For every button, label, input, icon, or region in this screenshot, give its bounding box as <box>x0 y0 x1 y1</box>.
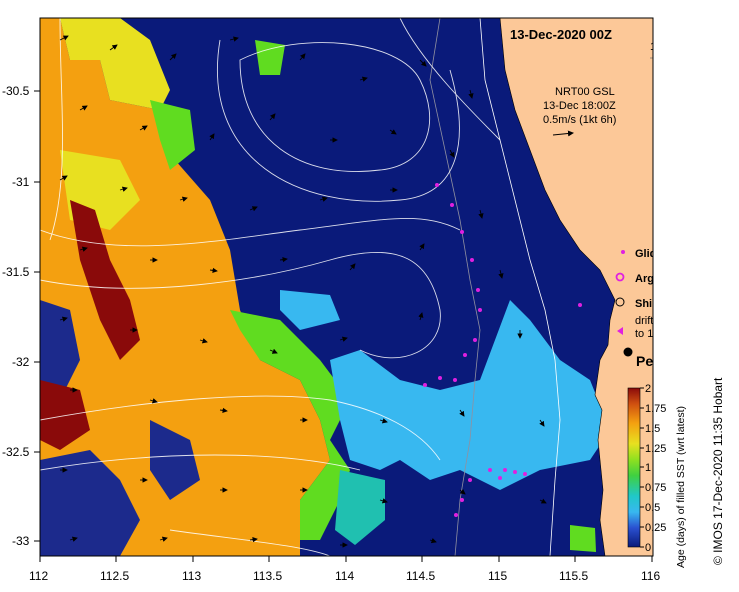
legend-drifters-line2: to 13/12 12Z <box>635 328 697 340</box>
cb-tick-2: 2 <box>645 383 651 395</box>
map-panel: Perth 13-Dec-2020 00Z 200m 1000m NRT00 G… <box>40 18 697 556</box>
colorbar-label: Age (days) of filled SST (wrt latest) <box>675 406 687 568</box>
sst-age-green-north <box>150 100 195 170</box>
sst-age-blue-west-2 <box>40 450 140 556</box>
land-australia <box>499 18 653 556</box>
y-tick--30.5: -30.5 <box>2 84 30 98</box>
cb-tick-1.5: 1.5 <box>645 423 660 435</box>
x-axis: 112 112.5 113 113.5 114 114.5 115 115.5 … <box>29 556 660 583</box>
current-source: NRT00 GSL <box>555 86 615 98</box>
legend-ship-label: Ship <box>635 298 659 310</box>
x-tick-116: 116 <box>641 569 660 583</box>
colorbar: 2 1.75 1.5 1.25 1 0.75 0.5 0.25 0 Age (d… <box>627 383 687 568</box>
perth-label: Perth <box>636 353 672 369</box>
y-tick--31.5: -31.5 <box>2 265 30 279</box>
sst-age-blue-southwest <box>150 420 200 500</box>
y-tick--31: -31 <box>12 175 30 189</box>
y-axis: -30.5 -31 -31.5 -32 -32.5 -33 <box>2 84 40 548</box>
cb-tick-1.25: 1.25 <box>645 443 666 455</box>
y-tick--32.5: -32.5 <box>2 445 30 459</box>
current-time: 13-Dec 18:00Z <box>543 100 616 112</box>
cb-tick-0: 0 <box>645 542 651 554</box>
sst-age-cyan-north <box>280 290 340 330</box>
colorbar-gradient <box>627 387 641 548</box>
sst-age-red-region <box>70 200 140 360</box>
sst-age-green-north-2 <box>255 40 285 75</box>
x-tick-114.5: 114.5 <box>406 569 435 583</box>
x-tick-112: 112 <box>29 569 48 583</box>
glider-track <box>423 183 582 517</box>
sst-age-teal-region <box>335 470 385 545</box>
isobath-label-200m: 200m <box>652 28 680 40</box>
sst-age-green-region <box>230 310 350 540</box>
sst-age-cyan-region <box>330 300 610 490</box>
current-scale: 0.5m/s (1kt 6h) <box>543 114 616 126</box>
current-vectors <box>59 35 547 548</box>
cb-tick-0.25: 0.25 <box>645 522 666 534</box>
sst-age-orange-region <box>40 18 330 556</box>
isobath-label-1000m: 1000m <box>650 41 684 53</box>
cb-tick-0.5: 0.5 <box>645 502 660 514</box>
cb-tick-1.75: 1.75 <box>645 403 666 415</box>
legend-glider-label: Glider <box>635 248 668 260</box>
perth-marker <box>623 347 633 357</box>
isobath-200m <box>479 18 561 556</box>
ssh-contours <box>40 18 501 556</box>
x-tick-115.5: 115.5 <box>559 569 588 583</box>
sst-age-red-region-2 <box>40 380 90 450</box>
date-label: 13-Dec-2020 00Z <box>510 27 612 42</box>
cb-tick-1: 1 <box>645 462 651 474</box>
current-scale-arrow <box>552 130 574 137</box>
legend-argo-label: Argo <box>635 273 661 285</box>
side-credit: © IMOS 17-Dec-2020 11:35 Hobart <box>711 377 725 565</box>
x-tick-113: 113 <box>182 569 201 583</box>
date-label-bg <box>505 24 630 44</box>
x-tick-112.5: 112.5 <box>100 569 129 583</box>
x-tick-115: 115 <box>488 569 507 583</box>
sst-age-yellow-region <box>60 18 170 110</box>
y-tick--32: -32 <box>12 355 30 369</box>
colorbar-ticks: 2 1.75 1.5 1.25 1 0.75 0.5 0.25 0 <box>640 383 666 554</box>
legend-glider-marker <box>621 250 625 254</box>
isobath-1000m <box>429 18 481 556</box>
sst-age-green-coast <box>570 525 596 552</box>
cb-tick-0.75: 0.75 <box>645 482 666 494</box>
legend-argo-marker <box>615 272 625 282</box>
legend-drifter-marker <box>617 327 623 335</box>
x-tick-114: 114 <box>335 569 354 583</box>
x-tick-113.5: 113.5 <box>253 569 282 583</box>
y-tick--33: -33 <box>12 534 30 548</box>
legend-drifters-line1: drifters@6h <box>635 315 692 327</box>
legend-ship-marker <box>615 297 625 307</box>
